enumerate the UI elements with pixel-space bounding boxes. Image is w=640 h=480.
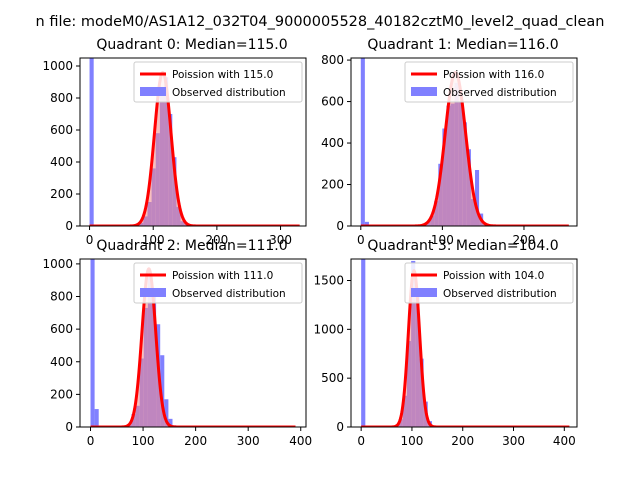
subplot-title: Quadrant 2: Median=111.0 <box>96 238 287 254</box>
axes-frame <box>79 57 307 227</box>
y-tick-label: 1000 <box>42 257 73 271</box>
plot-area <box>360 259 571 427</box>
y-tick-label: 200 <box>321 178 344 192</box>
subplot-quadrant-1: Quadrant 1: Median=116.0 0 100 200 0 200 400 6… <box>321 37 578 247</box>
axes-frame <box>79 258 307 428</box>
legend-line-label: Poission with 111.0 <box>172 270 273 282</box>
x-tick-label: 200 <box>184 434 207 448</box>
x-tick-label: 0 <box>357 434 365 448</box>
histogram-bar <box>364 221 369 226</box>
subplot-quadrant-0: Quadrant 0: Median=115.0 0 100 200 300 0 200 4… <box>42 37 307 247</box>
y-tick-label: 1000 <box>42 59 73 73</box>
subplot-title: Quadrant 3: Median=104.0 <box>367 238 558 254</box>
y-tick-label: 800 <box>321 53 344 67</box>
legend: Poission with 115.0 Observed distribution <box>133 61 303 103</box>
poisson-line <box>360 269 571 427</box>
legend: Poission with 116.0 Observed distribution <box>404 61 574 103</box>
y-tick-label: 600 <box>321 95 344 109</box>
histogram-bar <box>90 259 95 427</box>
x-tick-label: 200 <box>451 434 474 448</box>
legend-patch-label: Observed distribution <box>443 288 557 300</box>
poisson-fill <box>360 72 569 226</box>
x-tick-label: 200 <box>513 233 536 247</box>
histogram-bar <box>160 355 165 427</box>
legend-box <box>133 262 303 304</box>
x-tick-label: 0 <box>357 233 365 247</box>
legend-box <box>404 61 574 103</box>
legend-line-label: Poission with 104.0 <box>443 270 544 282</box>
x-tick-label: 200 <box>205 233 228 247</box>
legend-patch-label: Observed distribution <box>172 288 286 300</box>
legend: Poission with 111.0 Observed distribution <box>133 262 303 304</box>
subplot-title: Quadrant 1: Median=116.0 <box>367 37 558 53</box>
legend-patch-label: Observed distribution <box>443 87 557 99</box>
axes-frame <box>350 258 578 428</box>
legend-patch-swatch <box>411 87 437 96</box>
legend-patch-swatch <box>411 288 437 297</box>
legend-patch-swatch <box>140 288 166 297</box>
legend-patch-swatch <box>140 87 166 96</box>
histogram-bar <box>168 418 173 427</box>
histogram-bar <box>164 399 169 427</box>
y-tick-label: 0 <box>65 219 73 233</box>
legend: Poission with 104.0 Observed distribution <box>404 262 574 304</box>
figure-suptitle: n file: modeM0/AS1A12_032T04_9000005528_… <box>36 14 605 30</box>
histogram-bar <box>360 58 365 226</box>
y-tick-label: 400 <box>50 355 73 369</box>
y-tick-label: 800 <box>50 290 73 304</box>
legend-box <box>133 61 303 103</box>
x-tick-label: 300 <box>269 233 292 247</box>
histogram-bar <box>89 58 94 226</box>
y-tick-label: 200 <box>50 187 73 201</box>
y-tick-label: 600 <box>50 322 73 336</box>
x-tick-label: 400 <box>289 434 312 448</box>
poisson-fill <box>361 270 570 427</box>
y-tick-label: 600 <box>50 123 73 137</box>
poisson-line <box>360 71 570 226</box>
x-tick-label: 100 <box>132 434 155 448</box>
x-tick-label: 0 <box>87 434 95 448</box>
y-tick-label: 400 <box>50 155 73 169</box>
legend-box <box>404 262 574 304</box>
x-tick-label: 300 <box>502 434 525 448</box>
subplot-quadrant-2: Quadrant 2: Median=111.0 0 100 200 300 400 0 2… <box>42 238 312 448</box>
y-tick-label: 200 <box>50 387 73 401</box>
y-tick-label: 500 <box>321 371 344 385</box>
subplot-quadrant-3: Quadrant 3: Median=104.0 0 100 200 300 400 0 5… <box>313 238 578 448</box>
x-tick-label: 0 <box>86 233 94 247</box>
plot-area <box>360 58 570 226</box>
legend-line-label: Poission with 116.0 <box>443 69 544 81</box>
y-tick-label: 400 <box>321 136 344 150</box>
legend-patch-label: Observed distribution <box>172 87 286 99</box>
y-tick-label: 0 <box>336 420 344 434</box>
histogram-bar <box>361 259 366 427</box>
subplot-title: Quadrant 0: Median=115.0 <box>96 37 287 53</box>
poisson-fill <box>90 268 296 427</box>
x-tick-label: 100 <box>431 233 454 247</box>
axes-frame <box>350 57 578 227</box>
x-tick-label: 100 <box>142 233 165 247</box>
y-tick-label: 800 <box>50 91 73 105</box>
y-tick-label: 0 <box>336 219 344 233</box>
y-tick-label: 1500 <box>313 273 344 287</box>
y-tick-label: 0 <box>65 420 73 434</box>
histogram-bar <box>475 170 480 226</box>
histogram-bar <box>94 409 99 427</box>
x-tick-label: 400 <box>553 434 576 448</box>
x-tick-label: 100 <box>400 434 423 448</box>
y-tick-label: 1000 <box>313 322 344 336</box>
x-tick-label: 300 <box>237 434 260 448</box>
legend-line-label: Poission with 115.0 <box>172 69 273 81</box>
